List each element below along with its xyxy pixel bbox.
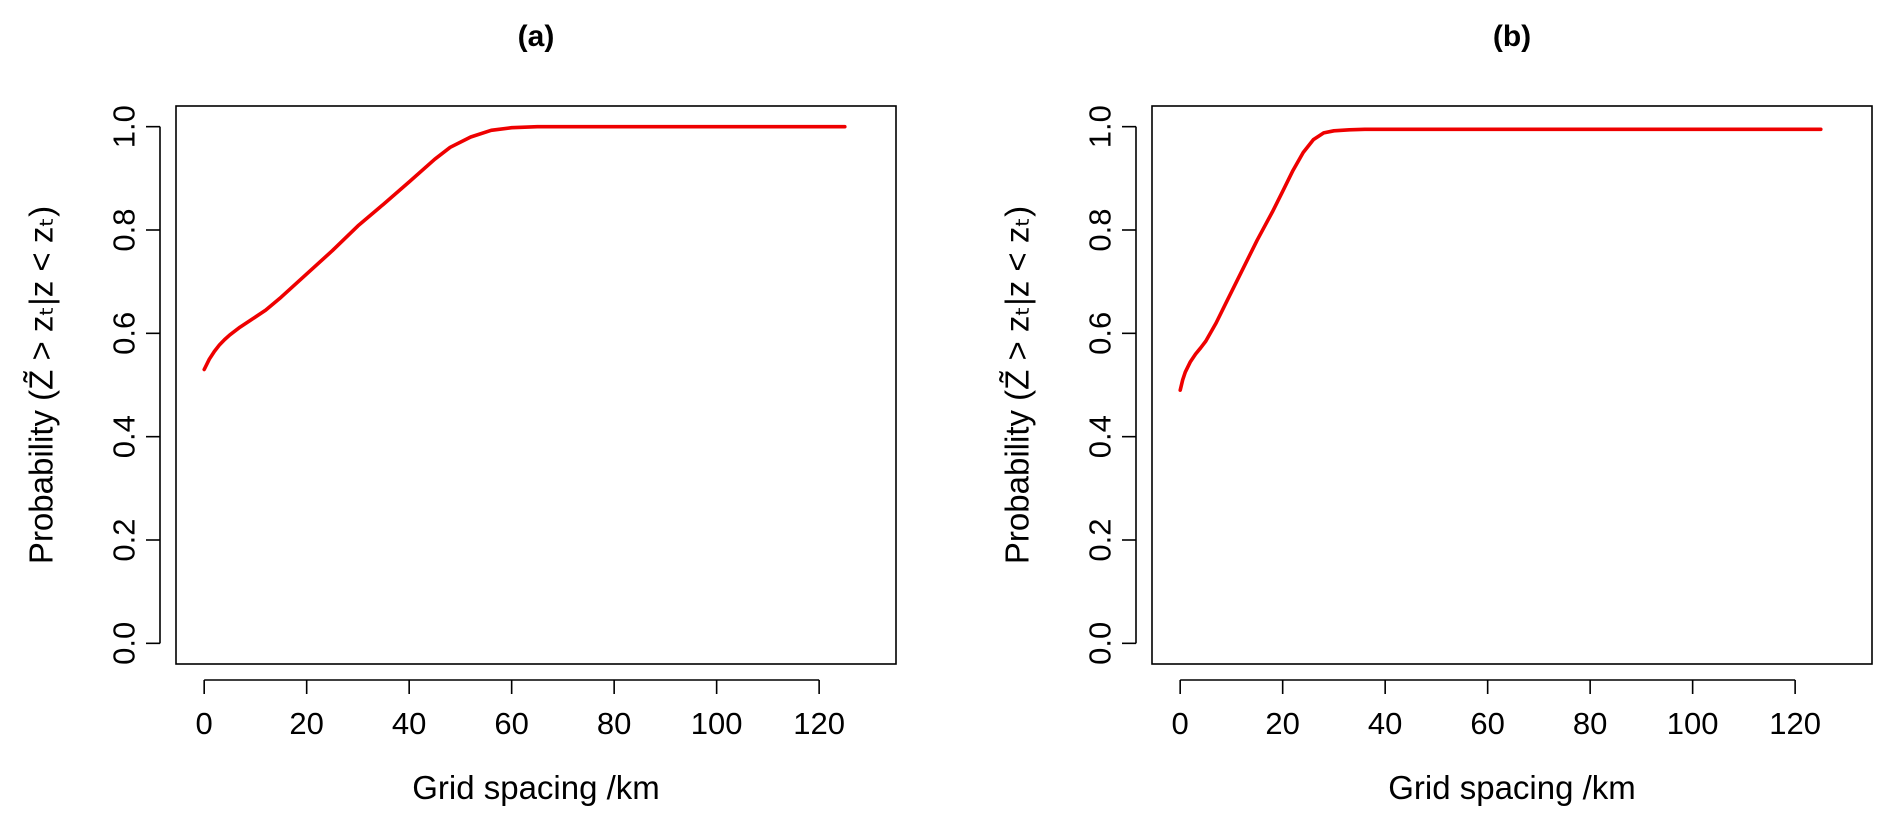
x-tick-label: 40 xyxy=(392,706,426,741)
chart-title: (a) xyxy=(518,20,555,53)
panel-a: (a) 0 20 40 60 80 100 120 0.0 0.2 0.4 0.6 0.8 1.0 Grid… xyxy=(22,20,897,806)
x-tick-label: 80 xyxy=(597,706,631,741)
x-tick-label: 0 xyxy=(196,706,213,741)
y-tick-label: 1.0 xyxy=(107,105,142,148)
plot-frame xyxy=(1151,105,1873,665)
x-tick-label: 80 xyxy=(1573,706,1607,741)
y-tick-label: 0.6 xyxy=(107,312,142,355)
x-tick-label: 60 xyxy=(1470,706,1504,741)
y-tick-label: 0.0 xyxy=(1083,622,1118,665)
y-tick-label: 0.4 xyxy=(107,415,142,458)
x-tick-label: 20 xyxy=(289,706,323,741)
plot-frame xyxy=(175,105,897,665)
x-axis-label: Grid spacing /km xyxy=(1388,769,1636,806)
y-tick-label: 0.2 xyxy=(107,518,142,561)
chart-title: (b) xyxy=(1493,20,1531,53)
y-tick-label: 0.0 xyxy=(107,622,142,665)
y-tick-label: 0.4 xyxy=(1083,415,1118,458)
y-axis-label: Probability (Z̃ > zₜ|z < zₜ) xyxy=(22,206,59,564)
y-tick-label: 0.8 xyxy=(107,208,142,251)
x-tick-label: 0 xyxy=(1172,706,1189,741)
series-line xyxy=(202,124,847,372)
y-tick-label: 0.8 xyxy=(1083,208,1118,251)
x-axis-label: Grid spacing /km xyxy=(412,769,660,806)
y-tick-label: 0.6 xyxy=(1083,312,1118,355)
y-tick-label: 1.0 xyxy=(1083,105,1118,148)
x-tick-label: 20 xyxy=(1265,706,1299,741)
panel-b: (b) 0 20 40 60 80 100 120 0.0 0.2 0.4 0.6 0.8 1.0 Grid… xyxy=(998,20,1873,806)
x-tick-label: 40 xyxy=(1368,706,1402,741)
x-tick-label: 100 xyxy=(1667,706,1719,741)
x-tick-label: 60 xyxy=(494,706,528,741)
x-tick-label: 120 xyxy=(1769,706,1821,741)
y-axis-label: Probability (Z̃ > zₜ|z < zₜ) xyxy=(998,206,1035,564)
series-line xyxy=(1178,127,1823,393)
x-tick-label: 100 xyxy=(691,706,743,741)
x-tick-label: 120 xyxy=(793,706,845,741)
y-tick-label: 0.2 xyxy=(1083,518,1118,561)
